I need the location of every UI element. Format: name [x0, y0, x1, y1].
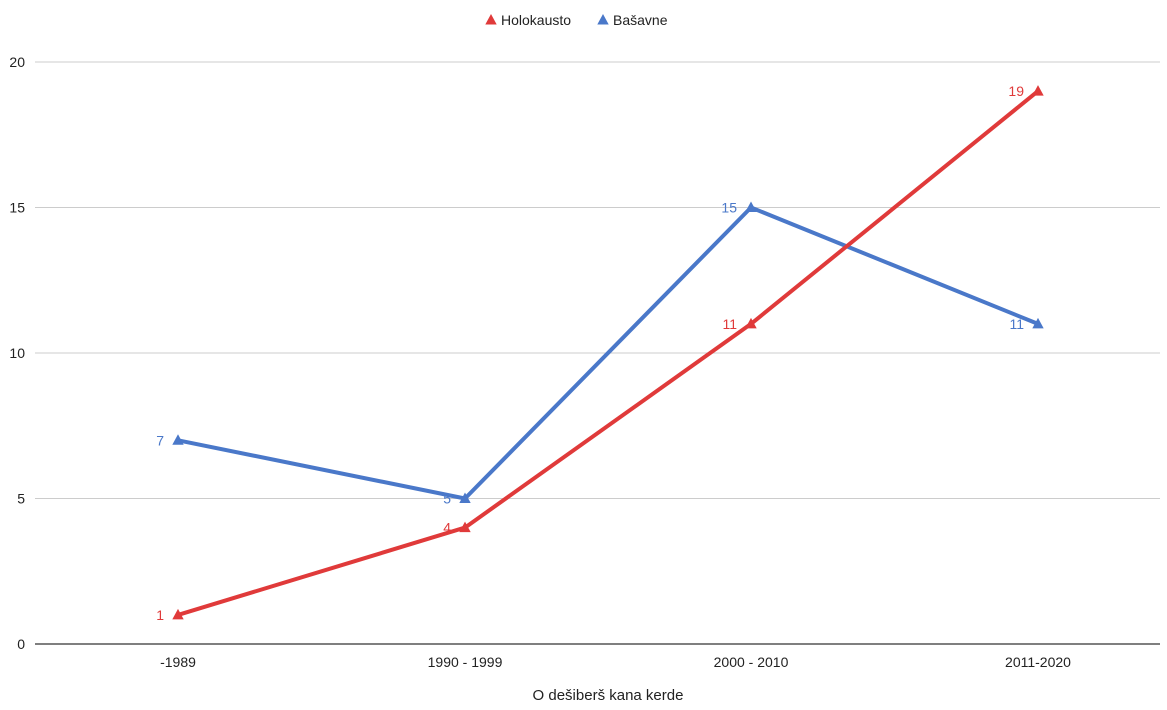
data-point-marker [745, 201, 757, 212]
data-label: 7 [156, 432, 164, 448]
data-point-marker [459, 492, 471, 503]
y-tick-label: 15 [9, 200, 25, 216]
gridlines [35, 61, 1160, 645]
data-point-marker [172, 608, 184, 620]
data-label: 1 [156, 607, 164, 623]
data-point-marker [459, 521, 471, 533]
data-point-marker [172, 434, 184, 445]
series-line-basavne [176, 205, 1040, 501]
x-tick-label: -1989 [160, 654, 196, 670]
y-axis-ticks: 0 5 10 15 20 [9, 54, 25, 652]
data-label: 5 [443, 491, 451, 507]
legend-label: Bašavne [613, 12, 668, 28]
data-point-marker [1032, 317, 1044, 329]
x-tick-label: 2000 - 2010 [714, 654, 789, 670]
legend-marker [485, 14, 497, 25]
legend-label: Holokausto [501, 12, 571, 28]
data-label: 4 [443, 520, 451, 536]
data-label: 11 [722, 316, 737, 332]
x-tick-label: 1990 - 1999 [428, 654, 503, 670]
x-axis-ticks: -1989 1990 - 1999 2000 - 2010 2011-2020 [160, 654, 1071, 670]
x-tick-label: 2011-2020 [1005, 654, 1071, 670]
series-line-holokausto [176, 89, 1040, 617]
x-axis-title: O dešiberš kana kerde [533, 687, 684, 704]
data-label: 15 [721, 200, 737, 216]
legend-marker [597, 14, 609, 25]
y-tick-label: 5 [17, 491, 25, 507]
data-label: 19 [1008, 83, 1024, 99]
y-tick-label: 10 [9, 345, 25, 361]
chart-legend: Holokausto Bašavne [485, 12, 668, 28]
data-label: 11 [1009, 316, 1024, 332]
data-point-marker [745, 317, 757, 329]
y-tick-label: 0 [17, 636, 25, 652]
series-layer [172, 85, 1044, 620]
y-tick-label: 20 [9, 54, 25, 70]
data-point-marker [1032, 85, 1044, 96]
